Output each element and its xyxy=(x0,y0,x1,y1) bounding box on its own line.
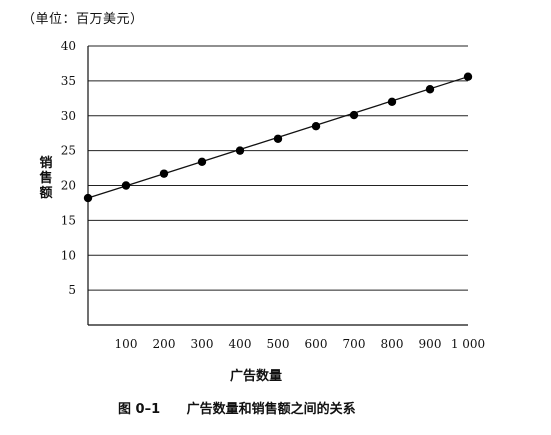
x-tick-labels: 100 200 300 400 500 600 700 800 900 1 000 xyxy=(115,337,486,351)
y-tick-label: 15 xyxy=(61,213,76,227)
data-point xyxy=(311,122,321,131)
data-point xyxy=(159,169,169,178)
data-point xyxy=(463,72,473,81)
y-tick-label: 35 xyxy=(61,74,76,88)
figure-caption: 图 0–1 广告数量和销售额之间的关系 xyxy=(118,398,356,417)
data-point xyxy=(197,157,207,166)
y-axis-label: 销售额 xyxy=(38,156,54,201)
data-points xyxy=(83,72,473,203)
data-point xyxy=(83,193,93,203)
y-tick-label: 20 xyxy=(61,179,76,193)
x-tick-label: 400 xyxy=(229,337,252,351)
y-tick-label: 10 xyxy=(61,248,76,262)
x-tick-label: 500 xyxy=(267,337,290,351)
y-tick-labels: 5 10 15 20 25 30 35 40 xyxy=(61,39,76,297)
axes xyxy=(87,46,468,326)
x-tick-label: 200 xyxy=(153,337,176,351)
y-axis-label-char: 额 xyxy=(39,186,53,201)
x-tick-label: 100 xyxy=(115,337,138,351)
y-tick-label: 30 xyxy=(61,109,76,123)
x-tick-label: 700 xyxy=(343,337,366,351)
x-tick-label: 900 xyxy=(419,337,442,351)
y-axis-label-char: 售 xyxy=(39,171,53,186)
y-tick-label: 5 xyxy=(68,283,76,297)
data-point xyxy=(425,85,435,94)
data-point xyxy=(273,134,283,143)
x-tick-label: 800 xyxy=(381,337,404,351)
data-point xyxy=(235,146,245,155)
y-axis-label-char: 销 xyxy=(39,156,53,171)
data-point xyxy=(387,97,397,107)
x-tick-label: 600 xyxy=(305,337,328,351)
unit-note: （单位：百万美元） xyxy=(22,12,144,27)
y-tick-label: 40 xyxy=(61,39,76,53)
data-point xyxy=(121,181,131,190)
x-tick-label: 300 xyxy=(191,337,214,351)
grid-lines xyxy=(88,45,468,291)
caption-number: 图 0–1 xyxy=(118,402,161,417)
y-tick-label: 25 xyxy=(61,144,76,158)
caption-text: 广告数量和销售额之间的关系 xyxy=(186,402,356,417)
data-point xyxy=(349,110,359,120)
x-axis-label: 广告数量 xyxy=(230,369,283,384)
x-tick-label: 1 000 xyxy=(451,337,485,351)
